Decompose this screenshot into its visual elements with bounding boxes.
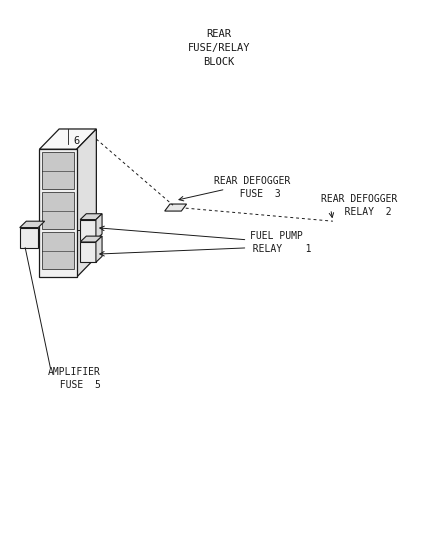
Polygon shape bbox=[20, 221, 45, 228]
Text: REAR DEFOGGER
   RELAY  2: REAR DEFOGGER RELAY 2 bbox=[321, 193, 397, 217]
Text: AMPLIFIER
  FUSE  5: AMPLIFIER FUSE 5 bbox=[48, 367, 101, 390]
Polygon shape bbox=[42, 152, 74, 189]
Text: REAR DEFOGGER
   FUSE  3: REAR DEFOGGER FUSE 3 bbox=[214, 176, 290, 199]
Text: REAR
FUSE/RELAY
BLOCK: REAR FUSE/RELAY BLOCK bbox=[188, 29, 250, 67]
Polygon shape bbox=[80, 242, 96, 262]
Polygon shape bbox=[20, 228, 38, 248]
Polygon shape bbox=[39, 129, 96, 149]
Polygon shape bbox=[39, 149, 77, 277]
Text: 6: 6 bbox=[74, 136, 80, 146]
Polygon shape bbox=[42, 192, 74, 229]
Polygon shape bbox=[96, 236, 102, 262]
Polygon shape bbox=[165, 204, 187, 211]
Polygon shape bbox=[42, 232, 74, 269]
Polygon shape bbox=[80, 214, 102, 220]
Polygon shape bbox=[77, 129, 96, 277]
Polygon shape bbox=[96, 214, 102, 240]
Text: FUEL PUMP
  RELAY    1: FUEL PUMP RELAY 1 bbox=[241, 231, 311, 254]
Polygon shape bbox=[80, 236, 102, 242]
Polygon shape bbox=[80, 220, 96, 240]
